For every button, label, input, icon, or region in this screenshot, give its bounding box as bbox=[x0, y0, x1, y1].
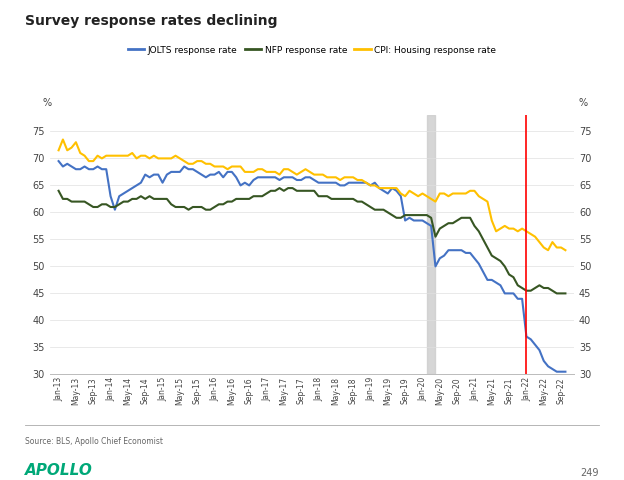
Text: Source: BLS, Apollo Chief Economist: Source: BLS, Apollo Chief Economist bbox=[25, 437, 163, 446]
Legend: JOLTS response rate, NFP response rate, CPI: Housing response rate: JOLTS response rate, NFP response rate, … bbox=[124, 42, 500, 58]
Text: 249: 249 bbox=[580, 468, 599, 478]
Text: Survey response rates declining: Survey response rates declining bbox=[25, 14, 278, 28]
Bar bbox=[427, 115, 436, 374]
Text: APOLLO: APOLLO bbox=[25, 463, 93, 478]
Text: %: % bbox=[579, 98, 588, 108]
Text: %: % bbox=[42, 98, 51, 108]
